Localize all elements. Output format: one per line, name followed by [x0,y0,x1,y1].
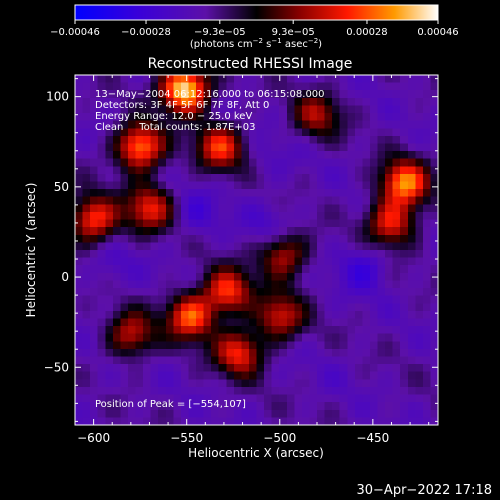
colorbar-tick-label: −0.00046 [50,27,100,38]
observation-annotations: 13−May−2004 06:12:16.000 to 06:15:08.000… [95,89,325,133]
colorbar-label-part: −1 [271,37,281,45]
y-axis-label: Heliocentric Y (arcsec) [24,183,38,318]
colorbar-label-part: asec [282,39,308,50]
heatmap-image [75,75,438,425]
colorbar-gradient [74,4,439,21]
x-tick-label: −500 [263,431,296,445]
annotation-clean-counts: Clean Total counts: 1.87E+03 [95,122,255,133]
colorbar-ticks: −0.00046 −0.00028 −9.3e−05 9.3e−05 0.00028 0.… [50,20,459,38]
colorbar-tick-label: 9.3e−05 [272,27,315,38]
colorbar-tick-label: −0.00028 [121,27,171,38]
annotation-energy-range: Energy Range: 12.0 − 25.0 keV [95,111,252,122]
colorbar-label-part: ) [318,39,322,50]
colorbar-label-part: s [263,39,271,50]
colorbar-label-part: −2 [308,37,318,45]
y-tick-label: 50 [54,180,69,194]
x-tick-label: −450 [356,431,389,445]
plot-frame [74,74,439,426]
y-tick-label: 100 [46,90,69,104]
colorbar-tick-label: 0.00028 [346,27,387,38]
y-tick-label: −50 [44,360,69,374]
x-tick-label: −550 [170,431,203,445]
colorbar: −0.00046 −0.00028 −9.3e−05 9.3e−05 0.00028 0.… [50,4,459,50]
annotation-detectors: Detectors: 3F 4F 5F 6F 7F 8F, Att 0 [95,100,269,111]
peak-position-label: Position of Peak = [−554,107] [95,399,246,410]
annotation-time-range: 13−May−2004 06:12:16.000 to 06:15:08.000 [95,89,325,100]
x-axis-label: Heliocentric X (arcsec) [188,446,324,460]
colorbar-tick-label: 0.00046 [417,27,458,38]
footer-timestamp: 30−Apr−2022 17:18 [357,483,493,498]
colorbar-label-part: −2 [253,37,263,45]
axis-ticks [75,75,438,425]
colorbar-label-part: (photons cm [190,39,253,50]
colorbar-tick-label: −9.3e−05 [194,27,246,38]
chart-title: Reconstructed RHESSI Image [148,56,353,72]
colorbar-label: (photons cm−2 s−1 asec−2) [190,37,322,50]
y-tick-label: 0 [61,270,69,284]
x-tick-label: −600 [77,431,110,445]
